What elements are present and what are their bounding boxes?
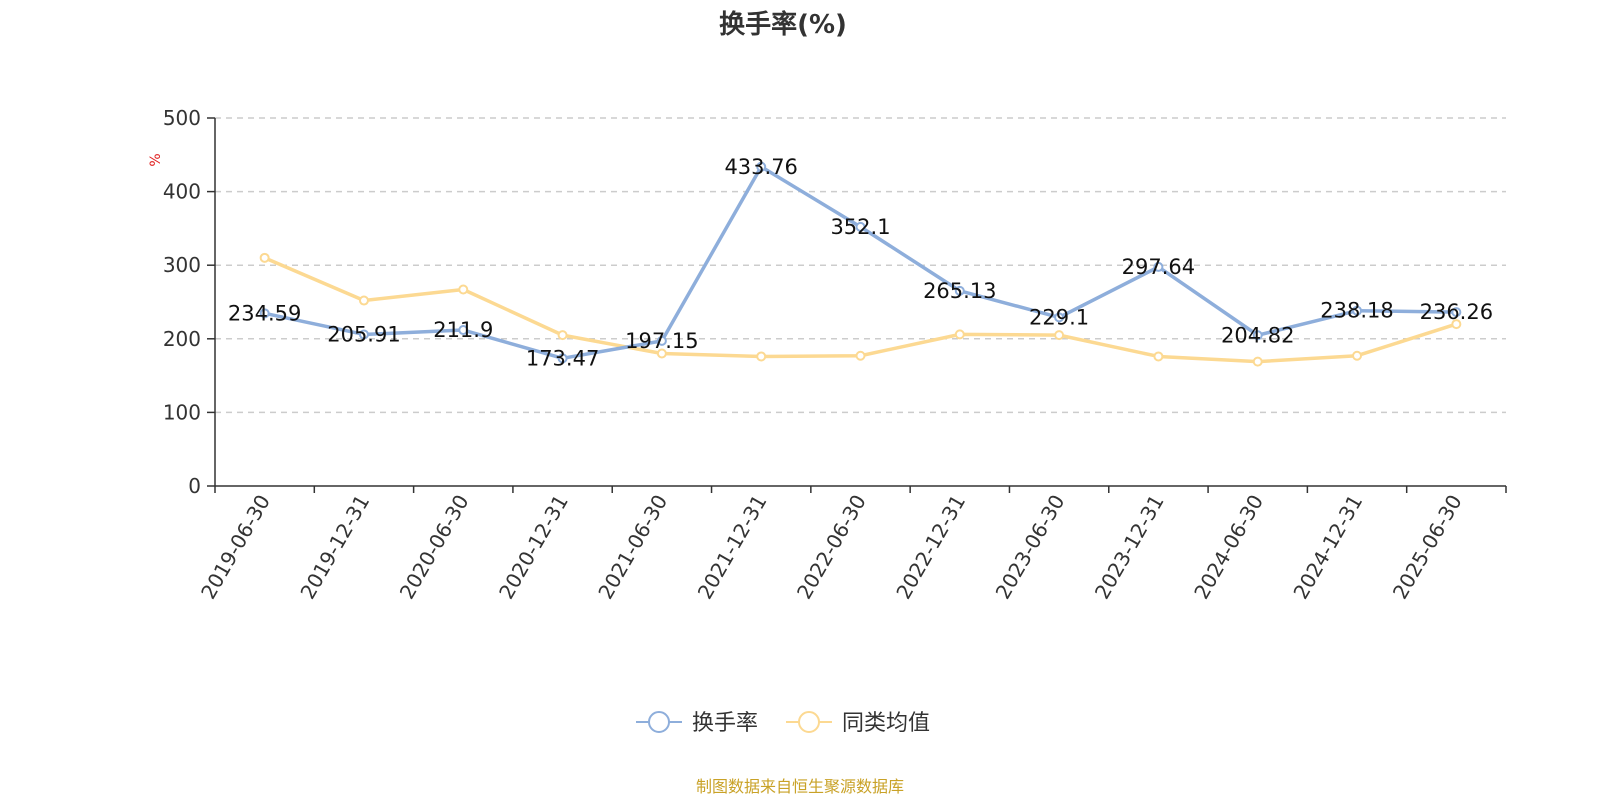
y-axis-unit-label: % <box>148 153 164 166</box>
x-tick-label: 2023-12-31 <box>1090 491 1169 604</box>
chart-title: 换手率(%) <box>719 9 847 40</box>
data-point[interactable] <box>557 330 568 341</box>
y-tick-label: 400 <box>163 180 201 204</box>
data-label: 352.1 <box>830 215 890 239</box>
data-label: 236.26 <box>1420 300 1493 324</box>
legend-item-1[interactable]: 同类均值 <box>786 711 930 736</box>
data-label: 265.13 <box>923 279 996 303</box>
legend-marker <box>648 711 670 733</box>
data-point[interactable] <box>954 329 965 340</box>
data-point[interactable] <box>1252 330 1263 341</box>
data-label: 204.82 <box>1221 323 1294 347</box>
data-label: 197.15 <box>625 329 698 353</box>
data-point[interactable] <box>756 161 767 172</box>
data-point[interactable] <box>1054 312 1065 323</box>
grid-lines <box>215 117 1506 414</box>
data-label: 238.18 <box>1320 299 1393 323</box>
x-tick-label: 2019-06-30 <box>196 491 275 604</box>
series-lines <box>259 161 1462 367</box>
data-point[interactable] <box>656 335 667 346</box>
x-tick-label: 2024-12-31 <box>1288 491 1367 604</box>
data-point[interactable] <box>358 295 369 306</box>
x-tick-label: 2024-06-30 <box>1189 491 1268 604</box>
legend-marker <box>798 711 820 733</box>
x-tick-label: 2023-06-30 <box>991 491 1070 604</box>
data-point[interactable] <box>458 325 469 336</box>
data-label: 205.91 <box>327 322 400 346</box>
legend-item-0[interactable]: 换手率 <box>636 711 758 736</box>
y-tick-label: 500 <box>163 106 201 130</box>
data-point[interactable] <box>1153 261 1164 272</box>
x-tick-label: 2020-12-31 <box>494 491 573 604</box>
x-tick-label: 2022-06-30 <box>792 491 871 604</box>
data-point[interactable] <box>1054 330 1065 341</box>
data-point[interactable] <box>1451 307 1462 318</box>
x-tick-label: 2021-06-30 <box>593 491 672 604</box>
data-point[interactable] <box>1153 351 1164 362</box>
data-label: 433.76 <box>724 155 797 179</box>
y-tick-label: 100 <box>163 400 201 424</box>
legend[interactable]: 换手率 同类均值 <box>636 711 930 736</box>
data-point[interactable] <box>656 348 667 359</box>
data-point[interactable] <box>756 351 767 362</box>
data-label: 234.59 <box>228 301 301 325</box>
x-tick-label: 2022-12-31 <box>891 491 970 604</box>
data-label: 229.1 <box>1029 305 1089 329</box>
source-note: 制图数据来自恒生聚源数据库 <box>696 777 904 796</box>
data-point[interactable] <box>259 252 270 263</box>
y-tick-label: 300 <box>163 253 201 277</box>
data-labels: 234.59 205.91 211.9 173.47 197.15 433.76 352.1… <box>228 155 1493 371</box>
data-label: 211.9 <box>433 318 493 342</box>
data-point[interactable] <box>358 329 369 340</box>
data-point[interactable] <box>1352 350 1363 361</box>
x-tick-label: 2019-12-31 <box>295 491 374 604</box>
data-point[interactable] <box>557 353 568 364</box>
x-tick-label: 2020-06-30 <box>395 491 474 604</box>
data-label: 173.47 <box>526 346 599 370</box>
data-point[interactable] <box>954 285 965 296</box>
data-point[interactable] <box>855 350 866 361</box>
data-point[interactable] <box>1451 319 1462 330</box>
x-tick-label: 2021-12-31 <box>693 491 772 604</box>
legend-label: 换手率 <box>692 711 758 736</box>
data-point[interactable] <box>855 221 866 232</box>
legend-label: 同类均值 <box>842 711 930 736</box>
y-tick-label: 0 <box>188 474 201 498</box>
data-point[interactable] <box>458 284 469 295</box>
x-tick-label: 2025-06-30 <box>1388 491 1467 604</box>
data-point[interactable] <box>1352 305 1363 316</box>
data-point[interactable] <box>259 308 270 319</box>
data-label: 297.64 <box>1122 255 1195 279</box>
data-point[interactable] <box>1252 356 1263 367</box>
y-tick-label: 200 <box>163 327 201 351</box>
